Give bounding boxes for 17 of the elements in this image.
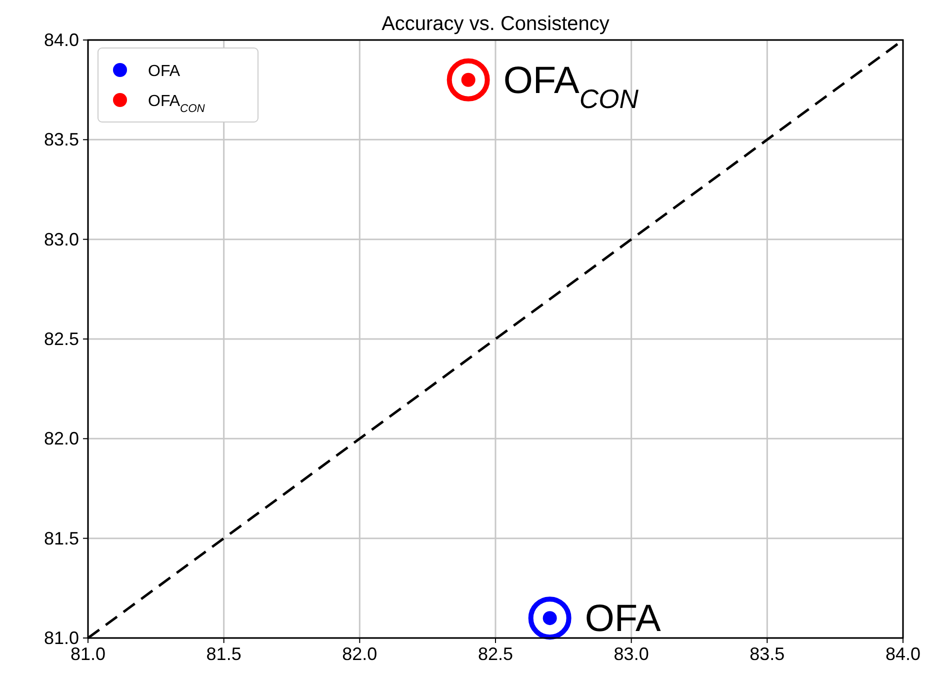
y-tick-label: 82.0 (44, 428, 79, 449)
x-tick-label: 84.0 (885, 644, 921, 664)
y-tick-label: 81.5 (44, 528, 79, 548)
text: OFA (584, 598, 661, 640)
y-tick-label: 83.5 (44, 130, 79, 150)
x-tick-label: 83.0 (614, 644, 649, 664)
legend-label: OFA (148, 63, 180, 80)
x-tick-label: 81.5 (206, 644, 242, 664)
text: OFA$_{CON}$ (503, 60, 638, 114)
x-tick-label: 82.5 (478, 644, 514, 664)
x-tick-label: 82.0 (342, 644, 378, 664)
legend-label: OFA$_{CON}$ (148, 93, 206, 115)
x-tick-label: 83.5 (750, 644, 785, 664)
y-tick-label: 83.0 (44, 229, 79, 250)
y-tick-label: 84.0 (44, 30, 79, 50)
chart-title: Accuracy vs. Consistency (382, 13, 610, 35)
y-tick-label: 82.5 (44, 329, 79, 349)
